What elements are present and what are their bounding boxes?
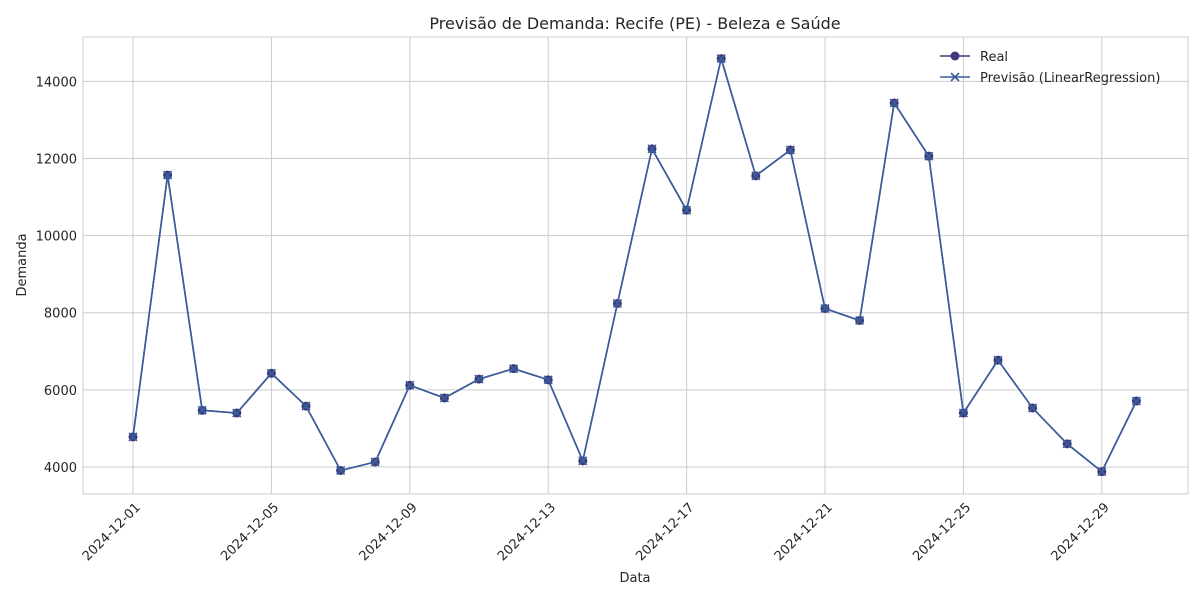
data-point-forecast [163,170,173,180]
data-point-forecast [1131,396,1141,406]
y-tick-label: 6000 [44,384,77,399]
data-point-forecast [1097,467,1107,477]
data-point-forecast [612,298,622,309]
data-point-forecast [474,374,484,384]
series-forecast [128,54,1141,477]
x-tick-label: 2024-12-29 [1049,500,1113,564]
data-point-forecast [266,368,276,378]
grid-layer [83,37,1188,494]
data-point-forecast [301,401,311,411]
data-point-forecast [1062,439,1072,449]
data-point-forecast [128,432,138,442]
y-tick-label: 4000 [44,461,77,476]
data-point-forecast [336,465,346,476]
series-line [132,55,1138,473]
data-point-forecast [924,151,934,161]
data-point-forecast [578,456,588,466]
x-tick-label: 2024-12-21 [772,500,836,564]
x-tick-label: 2024-12-01 [80,500,144,564]
legend-marker-circle [950,51,960,61]
data-point-forecast [682,205,692,215]
data-point-forecast [751,171,761,181]
data-point-forecast [1028,403,1038,413]
data-point-forecast [993,355,1003,365]
series-real [128,54,1141,477]
x-tick-label: 2024-12-09 [357,500,421,564]
data-point-forecast [855,315,865,326]
data-point-forecast [197,405,207,415]
x-tick-label: 2024-12-25 [910,500,974,564]
y-tick-label: 10000 [36,230,77,245]
data-point-forecast [716,54,726,64]
series-layer [128,54,1141,477]
data-point-forecast [647,144,657,154]
legend-label: Real [980,50,1008,65]
plot-frame [82,36,1189,495]
data-point-forecast [509,364,519,374]
x-axis-label: Data [619,571,650,586]
data-point-forecast [232,408,242,418]
data-point-forecast [439,393,449,403]
series-line [132,55,1138,473]
data-point-forecast [889,98,899,108]
data-point-forecast [370,457,380,467]
chart-title: Previsão de Demanda: Recife (PE) - Belez… [429,14,840,33]
legend: Real Previsão (LinearRegression) [940,50,1160,86]
x-tick-label: 2024-12-17 [633,500,697,564]
data-point-forecast [958,408,968,418]
data-point-forecast [405,380,415,390]
data-point-forecast [785,145,795,155]
x-tick-label: 2024-12-13 [495,500,559,564]
y-tick-label: 14000 [36,75,77,90]
y-tick-label: 12000 [36,152,77,167]
x-tick-label: 2024-12-05 [218,500,282,564]
legend-label: Previsão (LinearRegression) [980,71,1160,86]
data-point-forecast [820,303,830,314]
legend-marker-x [950,72,960,82]
data-point-forecast [543,375,553,385]
y-axis-label: Demanda [15,233,30,296]
y-tick-label: 8000 [44,307,77,322]
